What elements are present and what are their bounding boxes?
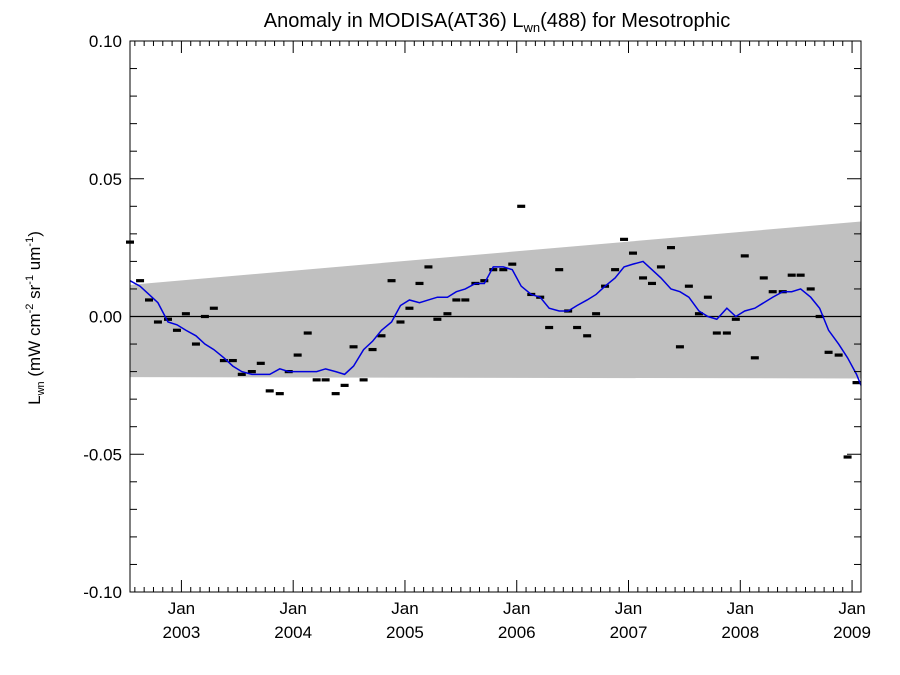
trend-line xyxy=(129,260,862,386)
x-tick-month-label: Jan xyxy=(279,599,306,618)
y-axis: 0.10 0.05 0.00 -0.05 -0.10 xyxy=(83,32,861,602)
data-point xyxy=(275,392,284,396)
data-point xyxy=(164,317,173,321)
data-point xyxy=(293,353,302,357)
data-point xyxy=(181,312,190,316)
data-point xyxy=(191,342,200,346)
confidence-band xyxy=(130,221,861,379)
x-tick-year-label: 2008 xyxy=(721,623,759,642)
y-tick-label: 0.05 xyxy=(89,170,122,189)
data-point xyxy=(415,281,424,286)
data-point xyxy=(768,290,777,294)
x-tick-month-label: Jan xyxy=(838,599,865,618)
data-point xyxy=(508,262,517,266)
data-point xyxy=(489,268,498,272)
data-point xyxy=(834,353,843,357)
data-point xyxy=(172,328,181,332)
y-tick-label: -0.05 xyxy=(83,445,122,464)
chart-title: Anomaly in MODISA(AT36) Lwn(488) for Mes… xyxy=(264,10,730,35)
data-point xyxy=(349,345,358,349)
data-point xyxy=(265,389,274,393)
data-point xyxy=(666,246,675,250)
x-tick-month-label: Jan xyxy=(615,599,642,618)
data-point xyxy=(583,334,592,338)
data-point xyxy=(611,268,620,272)
band-area xyxy=(130,221,861,379)
data-point xyxy=(545,325,554,330)
data-point xyxy=(405,306,414,310)
y-tick-label: 0.00 xyxy=(89,308,122,327)
data-point xyxy=(555,268,564,272)
data-point xyxy=(312,378,321,382)
data-point xyxy=(656,265,665,269)
data-point xyxy=(750,356,759,360)
data-point xyxy=(387,279,396,283)
data-point xyxy=(433,317,442,321)
data-point xyxy=(620,237,629,241)
data-point xyxy=(796,273,805,277)
data-point xyxy=(592,312,601,316)
data-point xyxy=(331,392,340,396)
data-point xyxy=(815,314,824,319)
data-point xyxy=(806,287,815,291)
data-point xyxy=(219,358,228,363)
data-point xyxy=(759,276,768,280)
data-point xyxy=(722,331,731,335)
data-point xyxy=(499,268,508,272)
data-point xyxy=(303,331,312,335)
data-point xyxy=(694,312,703,316)
data-point xyxy=(787,273,796,277)
data-point xyxy=(359,378,368,382)
data-point xyxy=(824,350,833,354)
data-point xyxy=(675,345,684,349)
data-point xyxy=(256,361,265,365)
data-point xyxy=(228,358,237,363)
data-point xyxy=(731,317,740,321)
data-point xyxy=(153,320,162,324)
x-tick-year-label: 2005 xyxy=(386,623,424,642)
data-point xyxy=(684,284,693,288)
data-point xyxy=(145,298,154,302)
data-point xyxy=(340,383,349,387)
data-point xyxy=(517,204,526,208)
data-point xyxy=(200,314,209,319)
x-axis: Jan 2003 Jan 2004 Jan 2005 Jan 2006 Jan 2007 Jan 20… xyxy=(134,41,871,642)
data-point xyxy=(424,265,433,269)
y-tick-label: 0.10 xyxy=(89,32,122,51)
data-point xyxy=(573,325,582,330)
x-tick-year-label: 2007 xyxy=(610,623,648,642)
data-point xyxy=(639,276,648,280)
data-point xyxy=(461,298,470,302)
data-point xyxy=(209,306,218,310)
x-tick-year-label: 2003 xyxy=(163,623,201,642)
data-point xyxy=(703,295,712,299)
data-point xyxy=(452,298,461,302)
data-point xyxy=(628,251,637,255)
y-tick-label: -0.10 xyxy=(83,583,122,602)
x-tick-month-label: Jan xyxy=(168,599,195,618)
data-point xyxy=(321,378,330,382)
x-tick-year-label: 2004 xyxy=(274,623,312,642)
data-point xyxy=(396,320,405,324)
data-point xyxy=(843,455,852,459)
data-point xyxy=(237,372,246,376)
data-point xyxy=(480,279,489,283)
x-tick-month-label: Jan xyxy=(503,599,530,618)
data-point xyxy=(647,281,656,286)
data-point xyxy=(852,381,861,385)
x-tick-year-label: 2006 xyxy=(498,623,536,642)
x-tick-year-label: 2009 xyxy=(833,623,871,642)
data-point xyxy=(247,370,256,374)
data-point xyxy=(136,279,145,283)
data-point xyxy=(712,331,721,335)
x-tick-month-label: Jan xyxy=(391,599,418,618)
data-point xyxy=(377,334,386,338)
x-tick-month-label: Jan xyxy=(727,599,754,618)
data-point xyxy=(740,254,749,258)
data-point xyxy=(443,312,452,316)
y-axis-label: Lwn (mW cm-2 sr-1 um-1) xyxy=(24,231,47,405)
data-point xyxy=(368,347,377,352)
